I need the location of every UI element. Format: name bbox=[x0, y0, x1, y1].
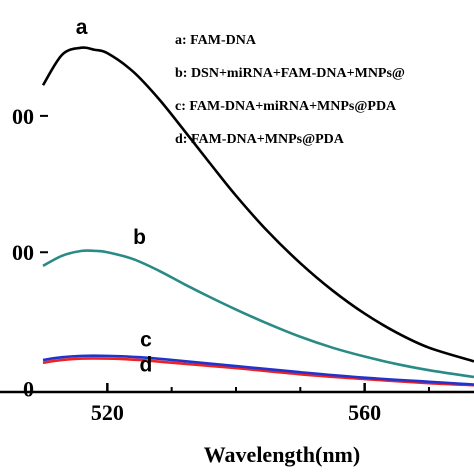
curve-label-a: a bbox=[76, 16, 88, 39]
y-tick-label-400: 00 bbox=[12, 104, 34, 129]
curves-layer bbox=[41, 46, 474, 387]
legend-entry-0: a: FAM-DNA bbox=[175, 33, 257, 48]
x-tick-label-560: 560 bbox=[348, 400, 381, 425]
y-tick-label-0: 0 bbox=[23, 377, 34, 402]
legend-entry-1: b: DSN+miRNA+FAM-DNA+MNPs@ bbox=[175, 66, 405, 81]
series-line-c bbox=[42, 354, 474, 386]
legend-entry-3: d: FAM-DNA+MNPs@PDA bbox=[175, 132, 345, 147]
series-line-d bbox=[42, 357, 474, 387]
x-tick-label-520: 520 bbox=[91, 400, 124, 425]
y-tick-label-200: 00 bbox=[12, 240, 34, 265]
curve-label-d: d bbox=[140, 354, 153, 377]
curve-labels-layer: a b cd bbox=[76, 16, 153, 376]
curve-label-c: c bbox=[140, 328, 152, 351]
x-axis-label: Wavelength(nm) bbox=[204, 442, 360, 467]
curve-label-b: b bbox=[133, 226, 146, 249]
legend-entry-2: c: FAM-DNA+miRNA+MNPs@PDA bbox=[175, 99, 397, 114]
series-line-a bbox=[41, 46, 474, 363]
series-line-b bbox=[42, 249, 474, 379]
legend: a: FAM-DNA b: DSN+miRNA+FAM-DNA+MNPs@ c: F… bbox=[175, 33, 405, 147]
